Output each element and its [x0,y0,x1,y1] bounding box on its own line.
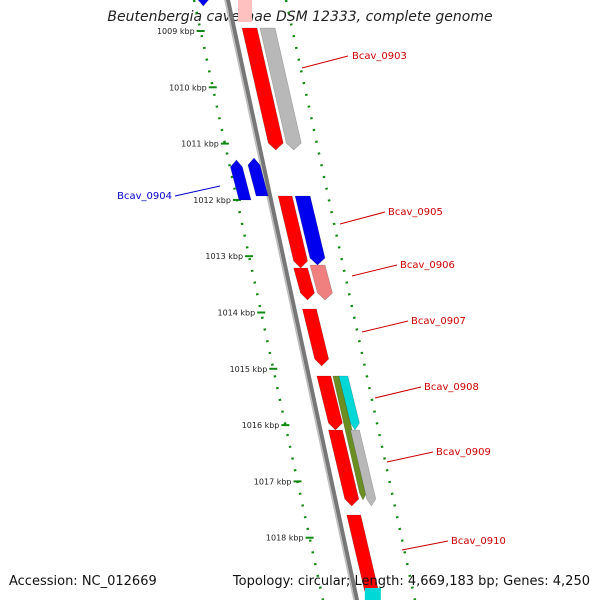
gene-label-bcav-0903: Bcav_0903 [352,51,407,62]
gene-label-bcav-0907: Bcav_0907 [411,316,466,327]
gene-label-bcav-0905: Bcav_0905 [388,207,443,218]
gene-bcav-0906-cds [293,267,315,301]
gene-label-bcav-0909: Bcav_0909 [436,447,491,458]
ruler-tick-label: 1009 kbp [157,27,195,36]
gene-bcav-0909-feature [350,429,377,507]
gene-label-bcav-0910: Bcav_0910 [451,536,506,547]
gene-bcav-0909-cds [328,429,360,507]
ruler-tick-label: 1016 kbp [242,421,280,430]
gene-label-bcav-0906: Bcav_0906 [400,260,455,271]
gene-bcav-0904-cds-a [230,159,252,201]
gene-bcav-0907-cds [302,308,330,367]
gene-bcav-0905-cds [277,195,308,269]
gene-bcav-0905-feature [294,195,326,266]
accession-text: Accession: NC_012669 [9,574,157,589]
gene-bcav-0906-feature [309,264,333,301]
ruler-tick-label: 1014 kbp [217,309,255,318]
gene-bcav-0903-feature [259,27,302,151]
gene-partial-top-pink [238,0,252,22]
ruler-tick-label: 1015 kbp [230,365,268,374]
ruler-tick-label: 1017 kbp [254,477,292,486]
genome-stats: Topology: circular; Length: 4,669,183 bp… [232,574,590,589]
ruler-tick-label: 1011 kbp [181,140,219,149]
gene-label-leader [351,264,398,277]
ruler-tick-label: 1013 kbp [205,252,243,261]
genome-title: Beutenbergia cavernae DSM 12333, complet… [107,9,493,25]
ruler-tick-label: 1018 kbp [266,534,304,543]
gene-label-bcav-0904: Bcav_0904 [117,191,172,202]
ruler-tick-label: 1010 kbp [169,83,207,92]
gene-label-bcav-0908: Bcav_0908 [424,382,479,393]
gene-label-leader [301,55,349,69]
gene-label-leader [401,540,449,551]
gene-bcav-0908-cyan [338,375,360,431]
gene-label-leader [339,211,386,225]
gene-partial-top [197,0,209,7]
gene-bcav-0904-cds-b [247,157,269,197]
gene-label-leader [386,451,434,463]
ruler-tick-label: 1012 kbp [193,196,231,205]
gene-bcav-0908-cds [316,375,343,431]
dotted-ring-outer [284,0,417,600]
gene-label-leader [174,185,221,197]
gene-label-leader [361,320,409,333]
gene-bcav-0903-cds [241,27,284,151]
genome-backbone-highlight [224,0,355,600]
gene-bcav-0908-feature [332,375,367,501]
genome-backbone [225,0,360,600]
gene-label-leader [374,386,422,399]
gene-partial-bottom-cyan [364,588,381,600]
